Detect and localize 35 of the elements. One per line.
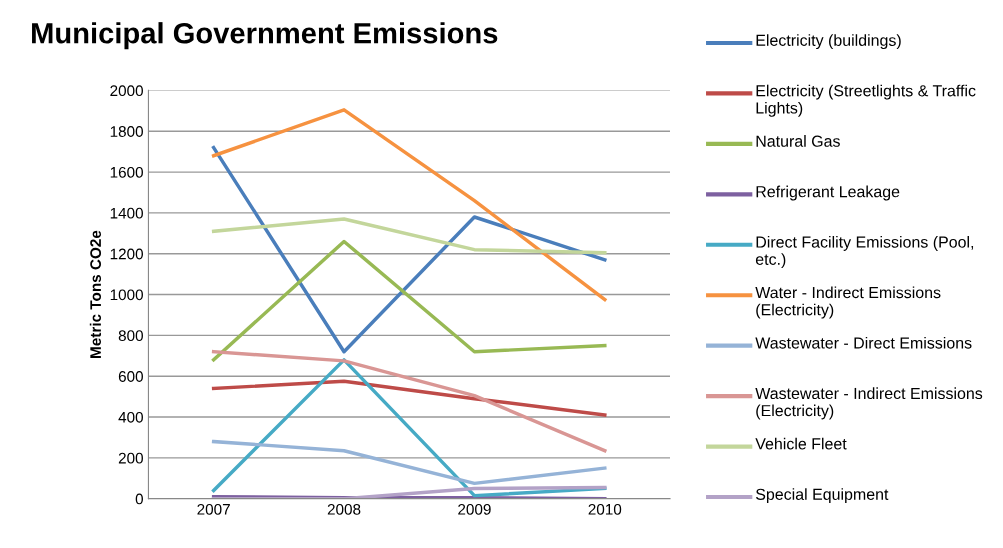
legend-label: Special Equipment [755, 488, 889, 504]
line-series [211, 349, 607, 453]
legend-label: Wastewater - Direct Emissions [755, 336, 972, 349]
y-tick-label: 1600 [110, 166, 143, 178]
legend-label: Refrigerant Leakage [756, 185, 900, 201]
y-tick-label: 1200 [110, 248, 143, 260]
y-tick-label: 1800 [110, 126, 143, 137]
legend-label: Natural Gas [756, 135, 840, 147]
chart-title: Municipal Government Emissions [32, 22, 498, 50]
legend-label: Electricity (Streetlights & Traffic Lights) [756, 84, 976, 117]
line-series [211, 239, 607, 362]
line-series [211, 217, 607, 255]
line-series [211, 108, 607, 302]
line-series [211, 379, 607, 417]
legend-label: Direct Facility Emissions (Pool, etc.) [755, 236, 974, 269]
x-tick-label: 2008 [327, 503, 361, 515]
x-tick-label: 2010 [588, 503, 622, 515]
y-tick-label: 600 [118, 371, 143, 382]
line-series [211, 358, 607, 498]
y-axis-title: Metric Tons CO2e [89, 230, 102, 358]
y-tick-label: 200 [118, 452, 143, 464]
y-tick-label: 1400 [110, 207, 143, 219]
x-tick-label: 2007 [197, 503, 230, 515]
y-tick-label: 800 [118, 330, 143, 342]
y-tick-label: 1000 [110, 289, 143, 301]
legend-label: Water - Indirect Emissions (Electricity) [755, 286, 941, 319]
line-series [211, 145, 607, 354]
legend-label: Vehicle Fleet [755, 437, 847, 450]
y-tick-label: 400 [118, 411, 143, 423]
legend-label: Wastewater - Indirect Emissions (Electricity) [755, 387, 983, 420]
y-tick-label: 2000 [110, 85, 143, 97]
y-tick-label: 0 [135, 493, 143, 505]
legend-label: Electricity (buildings) [756, 34, 901, 50]
line-series [211, 439, 607, 486]
x-tick-label: 2009 [458, 503, 491, 515]
